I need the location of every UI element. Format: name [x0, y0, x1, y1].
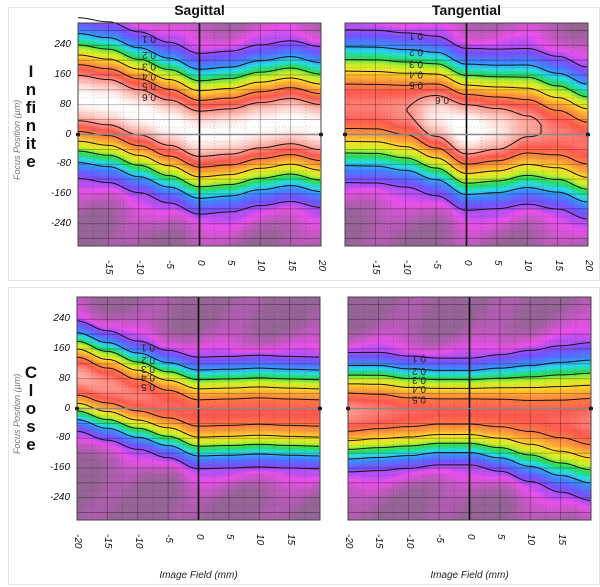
x-tick-label: -15 — [373, 534, 385, 549]
plot-overlay: 0.1 0.20.30.40.5 0.6 — [343, 22, 590, 247]
x-tick-label: 0 — [194, 260, 206, 266]
x-tick-label: -15 — [103, 260, 115, 275]
x-tick-label: 0 — [464, 534, 476, 540]
contour-label: 0.4 — [409, 69, 423, 80]
x-tick-label: 15 — [555, 534, 567, 546]
plot-overlay: 0.1 0.20.30.40.50.6 — [76, 17, 323, 247]
contour-label: 0.2 — [412, 365, 426, 376]
contour-label: 0.3 — [141, 363, 155, 374]
y-tick-label: -160 — [50, 187, 71, 199]
x-tick-label: -20 — [343, 534, 354, 549]
plot-overlay: 0.10.20.30.40.5 — [75, 296, 322, 521]
x-tick-label: 15 — [285, 260, 297, 272]
x-axis-label: Image Field (mm) — [430, 570, 509, 581]
contour-label: 0.2 — [409, 46, 423, 57]
x-tick-label: 10 — [254, 534, 266, 546]
x-tick-label: -10 — [133, 260, 145, 275]
x-tick-label: 5 — [224, 260, 236, 266]
contour-label: 0.3 — [412, 374, 426, 385]
x-tick-label: 15 — [284, 534, 296, 546]
x-tick-label: 5 — [494, 534, 506, 540]
y-axis-label: Focus Position (µm) — [12, 373, 22, 454]
x-tick-label: 15 — [552, 260, 564, 272]
y-tick-label: 160 — [54, 69, 71, 81]
contour-label: 0.4 — [142, 70, 156, 81]
contour-label: 0.3 — [409, 58, 423, 69]
heatmap-panel: 0.1 0.2 0.3 0.4 0.5 — [346, 296, 593, 521]
column-title: Sagittal — [174, 2, 225, 18]
x-tick-label: -5 — [431, 260, 443, 269]
y-tick-label: 240 — [53, 313, 70, 325]
x-tick-label: -5 — [164, 260, 176, 269]
x-tick-label: -10 — [132, 534, 144, 549]
x-axis-label: Image Field (mm) — [159, 570, 238, 581]
x-tick-label: -15 — [102, 534, 114, 549]
x-tick-label: -10 — [403, 534, 415, 549]
x-tick-label: 10 — [522, 260, 534, 272]
plot-overlay: 0.1 0.20.30.40.5 — [346, 296, 593, 521]
x-tick-label: -10 — [400, 260, 412, 275]
y-tick-label: -160 — [49, 461, 70, 473]
contour-label: 0.4 — [141, 371, 155, 382]
x-tick-label: 20 — [583, 260, 594, 272]
x-tick-label: -20 — [72, 534, 83, 549]
contour-label: 0.4 — [412, 383, 426, 394]
y-tick-label: 240 — [54, 39, 71, 51]
row-label: Close — [24, 362, 38, 454]
x-tick-label: 5 — [491, 260, 503, 266]
contour-label: 0.5 — [412, 393, 426, 404]
plot-border — [76, 296, 321, 521]
contour-label: 0.1 — [141, 342, 155, 353]
x-tick-label: 0 — [461, 260, 473, 266]
x-tick-label: 0 — [193, 534, 205, 540]
contour-label: 0.1 — [142, 33, 156, 44]
y-tick-label: 80 — [58, 372, 70, 384]
y-tick-label: 80 — [59, 98, 71, 110]
x-tick-label: -5 — [434, 534, 446, 543]
heatmap-panel: 0.1 0.2 0.3 0.4 0.5 — [75, 296, 322, 521]
heatmap-panel: 0.1 0.2 0.3 0.4 0.5 0.6 — [343, 22, 590, 247]
y-tick-label: -80 — [55, 432, 70, 444]
y-tick-label: 0 — [65, 128, 71, 140]
contour-label: 0.5 — [409, 79, 423, 90]
contour-label: 0.5 — [142, 80, 156, 91]
x-tick-label: 10 — [525, 534, 537, 546]
x-tick-label: 20 — [316, 260, 327, 272]
plot-border — [344, 22, 589, 247]
y-tick-label: 160 — [53, 343, 70, 355]
contour-label: 0.2 — [142, 49, 156, 60]
y-axis-label: Focus Position (µm) — [12, 99, 22, 180]
y-tick-label: -240 — [49, 491, 70, 503]
y-tick-label: -240 — [50, 217, 71, 229]
contour-label: 0.6 — [142, 91, 156, 102]
contour-label: 0.3 — [142, 60, 156, 71]
contour-line-0.6 — [406, 95, 542, 155]
contour-label: 0.1 — [409, 30, 423, 41]
x-tick-label: 10 — [255, 260, 267, 272]
column-title: Tangential — [432, 2, 501, 18]
x-tick-label: -5 — [163, 534, 175, 543]
contour-label: 0.2 — [141, 354, 155, 365]
y-tick-label: 0 — [64, 402, 70, 414]
y-tick-label: -80 — [56, 158, 71, 170]
row-label: Infinite — [25, 61, 37, 171]
plot-border — [347, 296, 592, 521]
contour-label: 0.5 — [141, 381, 155, 392]
plot-border — [77, 22, 322, 247]
contour-label: 0.1 — [412, 352, 426, 363]
contour-label: 0.6 — [435, 94, 449, 105]
x-tick-label: -15 — [370, 260, 382, 275]
x-tick-label: 5 — [223, 534, 235, 540]
heatmap-panel: 0.1 0.2 0.3 0.4 0.5 0.6 — [76, 17, 323, 247]
